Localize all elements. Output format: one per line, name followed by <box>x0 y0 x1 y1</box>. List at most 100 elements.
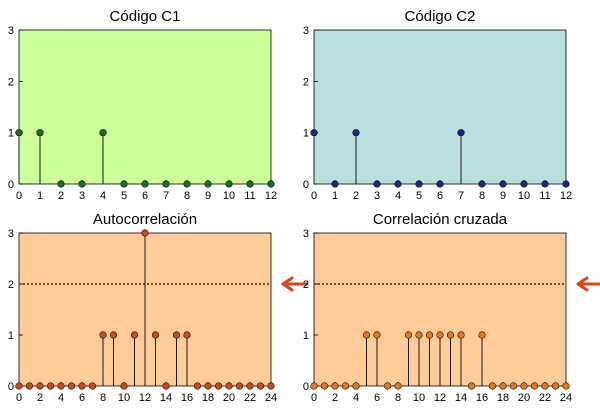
autocorrelacion-point <box>88 382 97 390</box>
correlacion-cruzada-point <box>520 382 528 390</box>
correlacion-cruzada-point <box>383 382 392 390</box>
codigo-c2-point <box>436 180 444 188</box>
correlacion-cruzada-point <box>446 331 455 339</box>
codigo-c1-xtick-label: 8 <box>184 190 190 202</box>
autocorrelacion-point <box>256 382 265 390</box>
codigo-c2-point <box>478 180 486 188</box>
autocorrelacion-xtick-label: 14 <box>160 392 172 404</box>
correlacion-cruzada-point <box>310 382 318 390</box>
codigo-c1-ytick-label: 0 <box>8 179 14 191</box>
codigo-c1-point <box>204 180 212 188</box>
correlacion-cruzada-xtick-label: 20 <box>518 392 530 404</box>
codigo-c1-point <box>267 180 275 188</box>
autocorrelacion-ytick-label: 0 <box>8 381 14 393</box>
codigo-c1-plot-area <box>18 29 272 185</box>
correlacion-cruzada-xtick-label: 12 <box>434 392 446 404</box>
autocorrelacion-point <box>57 382 65 390</box>
codigo-c1-xtick-label: 0 <box>16 190 22 202</box>
correlacion-cruzada-point <box>425 331 434 339</box>
codigo-c1-xtick-label: 10 <box>223 190 235 202</box>
autocorrelacion-point <box>120 382 128 390</box>
codigo-c2-plot-area <box>313 29 567 185</box>
correlacion-cruzada-arrow-head <box>576 276 589 292</box>
codigo-c1-xtick-label: 7 <box>163 190 169 202</box>
correlacion-cruzada-xtick-label: 16 <box>476 392 488 404</box>
autocorrelacion-xtick-label: 8 <box>100 392 106 404</box>
codigo-c1-point <box>183 180 191 188</box>
autocorrelacion-ytick-label: 2 <box>8 279 14 291</box>
autocorrelacion-point <box>204 382 212 390</box>
autocorrelacion-point <box>214 382 223 390</box>
autocorrelacion-xtick-label: 10 <box>118 392 130 404</box>
autocorrelacion-title: Autocorrelación <box>93 211 197 228</box>
codigo-c2-point <box>331 180 339 188</box>
codigo-c2-point <box>562 180 570 188</box>
autocorrelacion-xtick-label: 20 <box>223 392 235 404</box>
codigo-c1-ytick-label: 2 <box>8 76 14 88</box>
correlacion-cruzada-point <box>320 382 329 390</box>
autocorrelacion-point <box>141 229 149 237</box>
autocorrelacion-point <box>267 382 275 390</box>
codigo-c1-point <box>57 180 65 188</box>
codigo-c1-point <box>99 129 107 137</box>
autocorrelacion-xtick-label: 0 <box>16 392 22 404</box>
codigo-c1-title: Código C1 <box>110 8 181 25</box>
correlacion-cruzada-ytick-label: 1 <box>303 330 309 342</box>
correlacion-cruzada-point <box>362 331 371 339</box>
correlacion-cruzada-point <box>530 382 539 390</box>
codigo-c1-xtick-label: 11 <box>244 190 255 202</box>
codigo-c2-ytick-label: 3 <box>303 25 309 37</box>
codigo-c2-point <box>394 180 402 188</box>
correlacion-cruzada-point <box>509 382 518 390</box>
correlacion-cruzada-point <box>331 382 339 390</box>
autocorrelacion-ytick-label: 3 <box>8 228 14 240</box>
codigo-c2-xtick-label: 8 <box>479 190 485 202</box>
autocorrelacion-point <box>78 382 86 390</box>
correlacion-cruzada-ytick-label: 0 <box>303 381 309 393</box>
autocorrelacion-point <box>25 382 34 390</box>
codigo-c2-xtick-label: 2 <box>353 190 359 202</box>
correlacion-cruzada-ytick-label: 3 <box>303 228 309 240</box>
codigo-c1-point <box>120 180 128 188</box>
codigo-c2-ytick-label: 2 <box>303 76 309 88</box>
autocorrelacion-point <box>235 382 244 390</box>
correlacion-cruzada-point <box>499 382 507 390</box>
autocorrelacion-xtick-label: 18 <box>202 392 214 404</box>
correlacion-cruzada-point <box>352 382 360 390</box>
autocorrelacion-point <box>15 382 23 390</box>
codigo-c1-point <box>246 180 254 188</box>
autocorrelacion-xtick-label: 12 <box>139 392 151 404</box>
correlacion-cruzada-point <box>415 331 423 339</box>
correlacion-cruzada-title: Correlación cruzada <box>373 211 508 228</box>
autocorrelacion-point <box>162 382 170 390</box>
correlacion-cruzada-point <box>457 331 465 339</box>
correlacion-cruzada-point <box>541 382 549 390</box>
codigo-c2-point <box>310 129 318 137</box>
codigo-c1-point <box>141 180 149 188</box>
codigo-c1-point <box>225 180 233 188</box>
correlacion-cruzada-point <box>404 331 413 339</box>
autocorrelacion-point <box>46 382 55 390</box>
codigo-c1-xtick-label: 6 <box>142 190 148 202</box>
codigo-c2-point <box>352 129 360 137</box>
correlacion-cruzada-point <box>373 331 381 339</box>
codigo-c2-xtick-label: 11 <box>539 190 550 202</box>
correlacion-cruzada-xtick-label: 24 <box>560 392 572 404</box>
codigo-c2-xtick-label: 1 <box>332 190 338 202</box>
autocorrelacion-arrow-head <box>281 276 294 292</box>
codigo-c2-xtick-label: 12 <box>560 190 572 202</box>
codigo-c2-point <box>499 180 507 188</box>
autocorrelacion-xtick-label: 24 <box>265 392 277 404</box>
correlacion-cruzada-point <box>341 382 350 390</box>
autocorrelacion-point <box>151 331 160 339</box>
autocorrelacion-point <box>99 331 107 339</box>
codigo-c2-title: Código C2 <box>405 8 476 25</box>
correlacion-cruzada-point <box>488 382 497 390</box>
autocorrelacion-xtick-label: 22 <box>244 392 256 404</box>
codigo-c2-xtick-label: 9 <box>500 190 506 202</box>
codigo-c2-point <box>415 180 423 188</box>
correlacion-cruzada-point <box>478 331 486 339</box>
